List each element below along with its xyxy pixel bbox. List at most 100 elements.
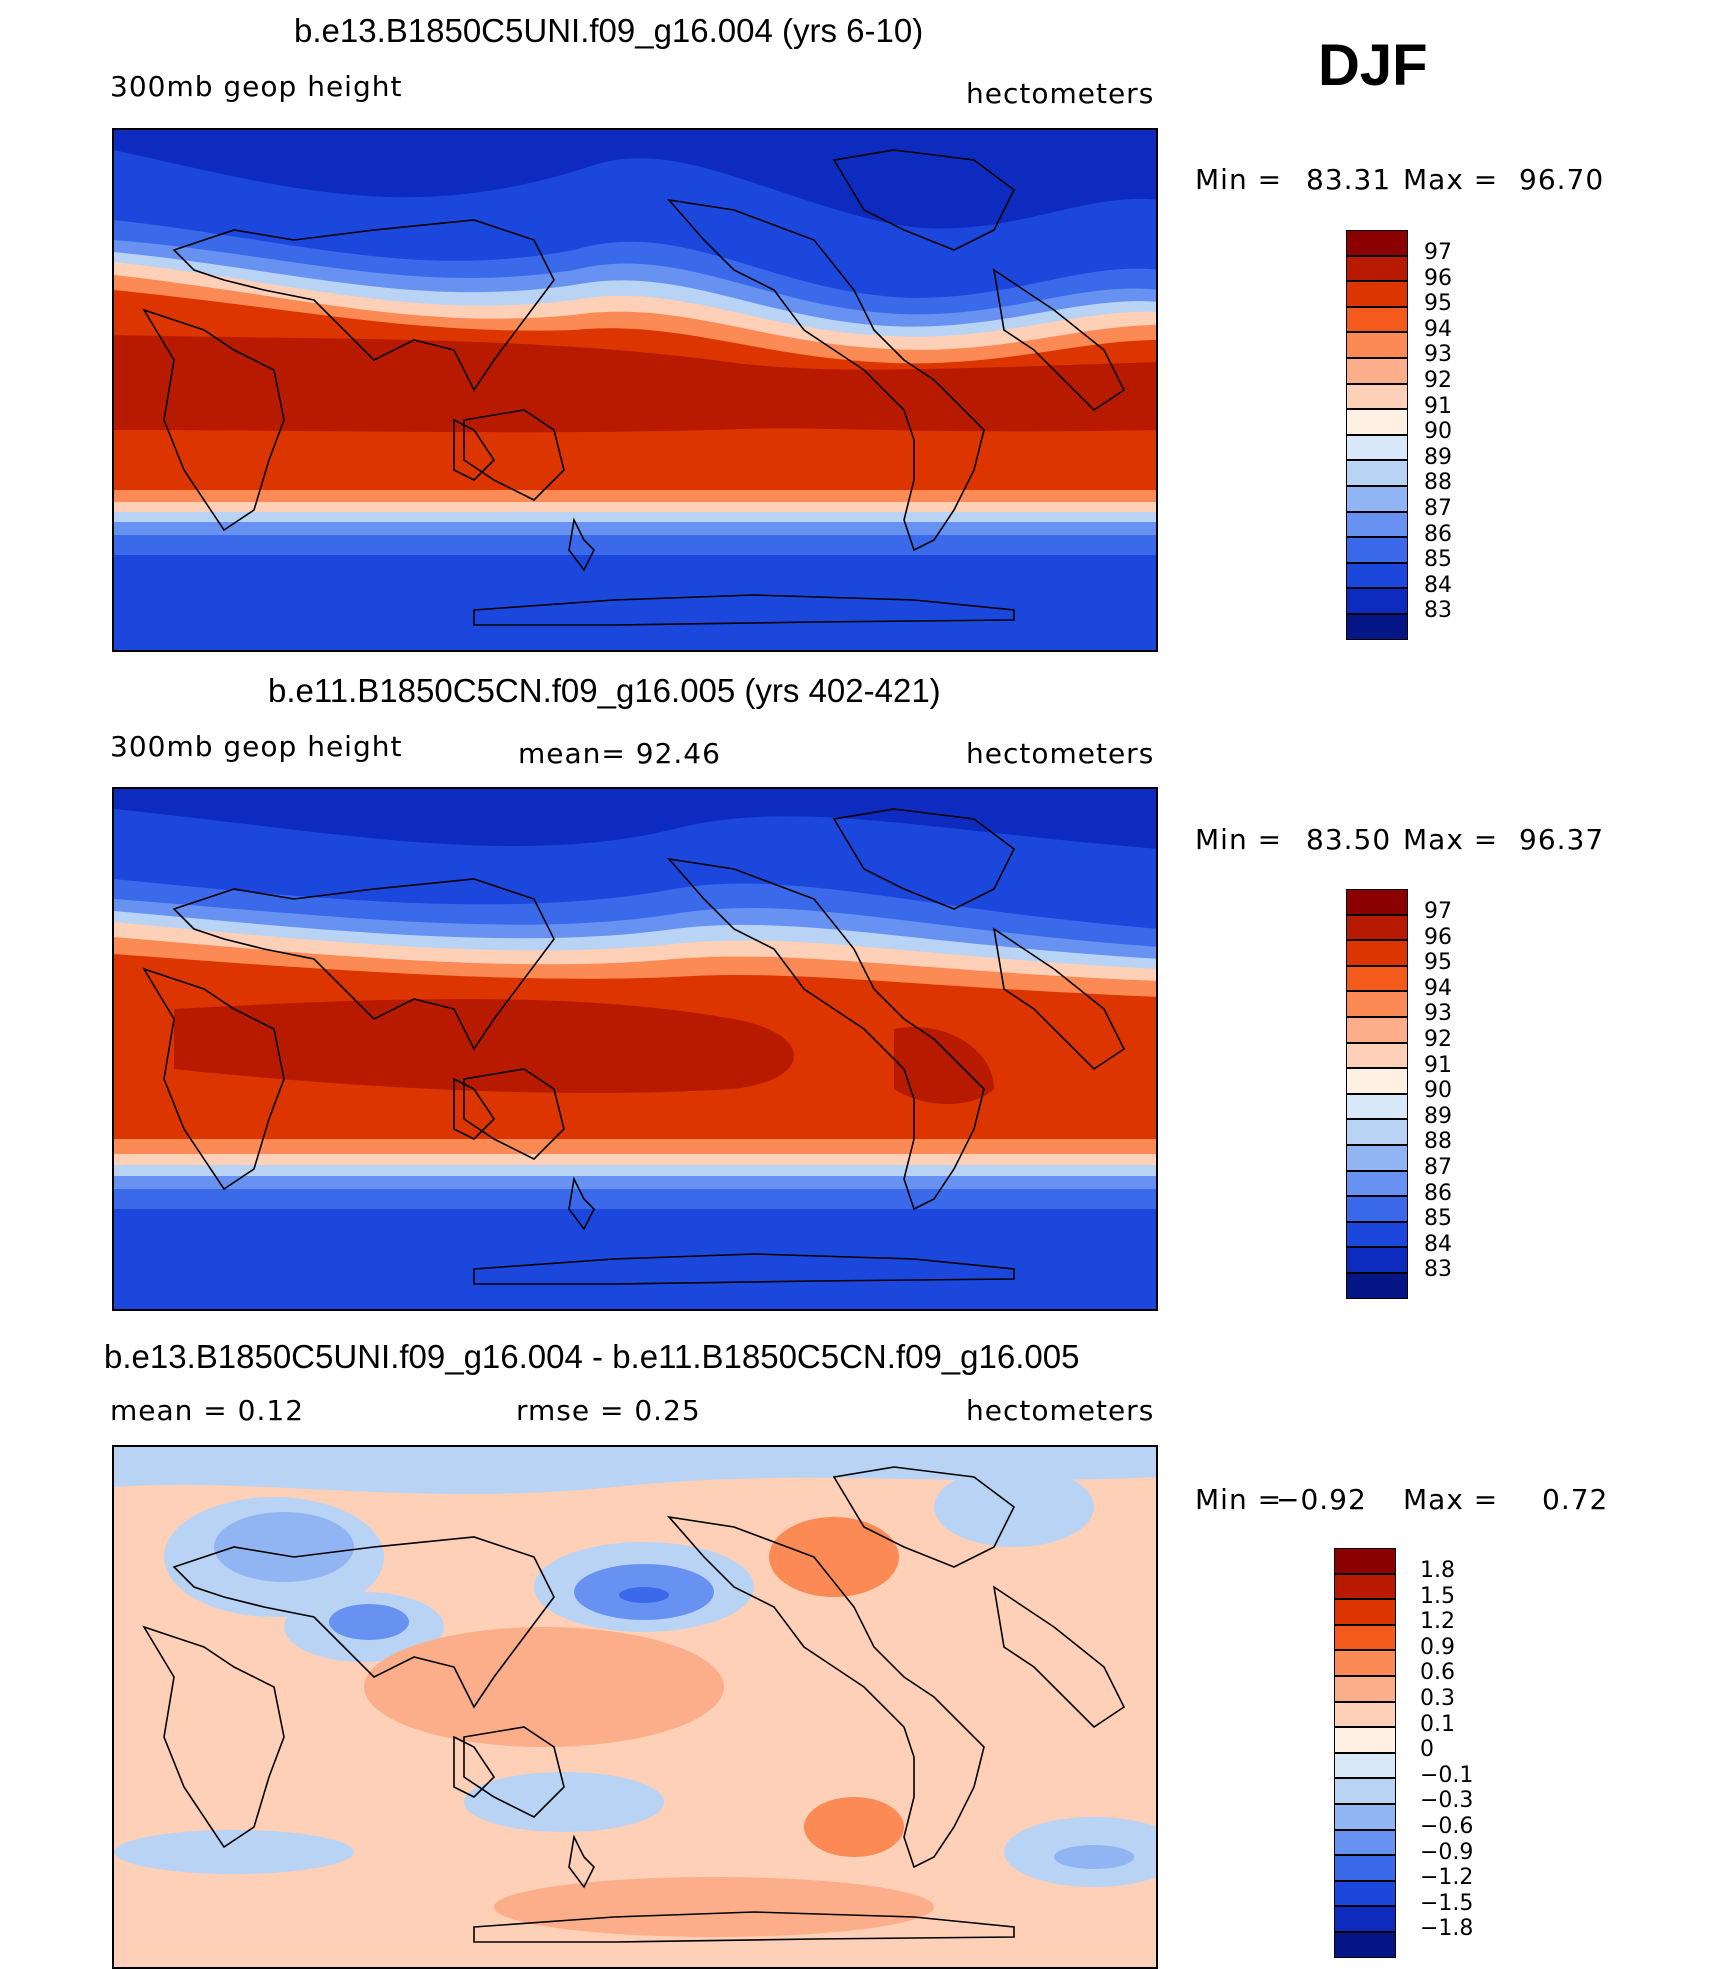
colorbar-swatch [1334, 1906, 1396, 1932]
panel2-field-label: 300mb geop height [110, 730, 403, 763]
colorbar-swatch [1346, 1068, 1408, 1094]
colorbar-label: 96 [1424, 924, 1452, 950]
band-14 [114, 1209, 1156, 1309]
colorbar-swatch [1346, 409, 1408, 435]
colorbar-label: 86 [1424, 1180, 1452, 1206]
colorbar-label: 91 [1424, 1052, 1452, 1078]
colorbar-label: 0 [1420, 1737, 1434, 1763]
colorbar-label: 91 [1424, 393, 1452, 419]
colorbar-swatch [1334, 1880, 1396, 1907]
colorbar-label: 97 [1424, 240, 1452, 265]
colorbar-swatch [1346, 1093, 1408, 1120]
colorbar-label: 88 [1424, 470, 1452, 496]
colorbar-swatch [1346, 255, 1408, 282]
panel2-title: b.e11.B1850C5CN.f09_g16.005 (yrs 402-421… [268, 672, 941, 709]
blob-asia-core [329, 1604, 409, 1640]
panel3-title: b.e13.B1850C5UNI.f09_g16.004 - b.e11.B18… [104, 1338, 1080, 1375]
colorbar-label: 90 [1424, 419, 1452, 445]
panel2-min-value: 83.50 [1306, 823, 1392, 856]
colorbar-label: 94 [1424, 316, 1452, 342]
polar-north [114, 1447, 1156, 1495]
panel3-max-value: 0.72 [1542, 1483, 1609, 1516]
colorbar-swatch [1334, 1803, 1396, 1830]
colorbar-swatch [1334, 1573, 1396, 1600]
colorbar-swatch [1346, 1196, 1408, 1222]
colorbar-swatch [1346, 1170, 1408, 1197]
colorbar-swatch [1346, 1144, 1408, 1171]
panel1-min-label: Min = [1195, 163, 1283, 196]
panel2-max-value: 96.37 [1519, 823, 1605, 856]
panel2-units: hectometers [966, 737, 1155, 770]
colorbar-swatch [1346, 1221, 1408, 1248]
panel2-max-label: Max = [1403, 823, 1499, 856]
colorbar-swatch [1334, 1624, 1396, 1651]
colorbar-label: 85 [1424, 547, 1452, 573]
colorbar-swatch [1346, 613, 1408, 640]
colorbar-label: 0.1 [1420, 1711, 1455, 1737]
blob-canada [769, 1517, 899, 1597]
colorbar-swatch [1346, 230, 1408, 256]
colorbar-swatch [1334, 1675, 1396, 1702]
colorbar-label: −1.8 [1420, 1916, 1474, 1942]
coastlines [142, 808, 1126, 1285]
colorbar-swatch [1334, 1829, 1396, 1856]
panel1-max-value: 96.70 [1519, 163, 1605, 196]
colorbar-label: 94 [1424, 975, 1452, 1001]
colorbar-label: 1.5 [1420, 1583, 1455, 1609]
colorbar-swatch [1334, 1778, 1396, 1804]
colorbar-label: −1.5 [1420, 1890, 1474, 1916]
colorbar-label: 0.6 [1420, 1660, 1455, 1686]
colorbar-label: 86 [1424, 521, 1452, 547]
panel3-max-label: Max = [1403, 1483, 1499, 1516]
colorbar-swatch [1334, 1650, 1396, 1676]
colorbar-swatch [1346, 889, 1408, 915]
colorbar-swatch [1346, 460, 1408, 486]
colorbar-swatch [1346, 511, 1408, 538]
colorbar-label: 84 [1424, 572, 1452, 598]
blob-tropics [364, 1627, 724, 1747]
colorbar-swatch [1346, 940, 1408, 966]
blob-s-indian [114, 1830, 354, 1874]
blob-antarctic [494, 1877, 934, 1937]
colorbar-swatch [1346, 1016, 1408, 1043]
panel3-map-svg [114, 1447, 1156, 1967]
colorbar-label: 89 [1424, 1103, 1452, 1129]
colorbar-swatch [1346, 562, 1408, 589]
colorbar-swatch [1346, 383, 1408, 410]
panel3-min-label: Min = [1195, 1483, 1283, 1516]
colorbar-label: 83 [1424, 1257, 1452, 1283]
panel2-map-svg [114, 789, 1156, 1309]
band-14 [114, 555, 1156, 650]
polar-band-north [114, 130, 1156, 229]
polar-band-north [114, 789, 1156, 849]
colorbar-label: −0.1 [1420, 1762, 1474, 1788]
colorbar-swatch [1346, 434, 1408, 461]
coastlines [142, 1466, 1126, 1943]
colorbar-label: −1.2 [1420, 1865, 1474, 1891]
panel1-field-label: 300mb geop height [110, 70, 403, 103]
colorbar-swatch [1334, 1931, 1396, 1958]
colorbar-label: 97 [1424, 899, 1452, 924]
band-7 [174, 999, 794, 1093]
blob-s-america [804, 1797, 904, 1857]
panel3-units: hectometers [966, 1394, 1155, 1427]
colorbar-swatch [1346, 1042, 1408, 1069]
colorbar-label: 87 [1424, 1155, 1452, 1180]
blob-pacific-center [619, 1587, 669, 1603]
band-7b [894, 1027, 994, 1104]
colorbar-label: 87 [1424, 496, 1452, 521]
colorbar-label: −0.6 [1420, 1814, 1474, 1839]
colorbar-label: 84 [1424, 1231, 1452, 1257]
colorbar-label: −0.9 [1420, 1839, 1474, 1865]
colorbar-label: 93 [1424, 342, 1452, 368]
colorbar-label: 1.2 [1420, 1609, 1455, 1635]
colorbar-label: 85 [1424, 1206, 1452, 1232]
season-label: DJF [1318, 33, 1428, 98]
colorbar-swatch [1346, 991, 1408, 1017]
colorbar-swatch [1346, 965, 1408, 992]
colorbar-swatch [1346, 357, 1408, 384]
colorbar-swatch [1334, 1548, 1396, 1574]
colorbar-label: −0.3 [1420, 1788, 1474, 1814]
colorbar-label: 96 [1424, 265, 1452, 291]
colorbar-swatch [1346, 537, 1408, 563]
